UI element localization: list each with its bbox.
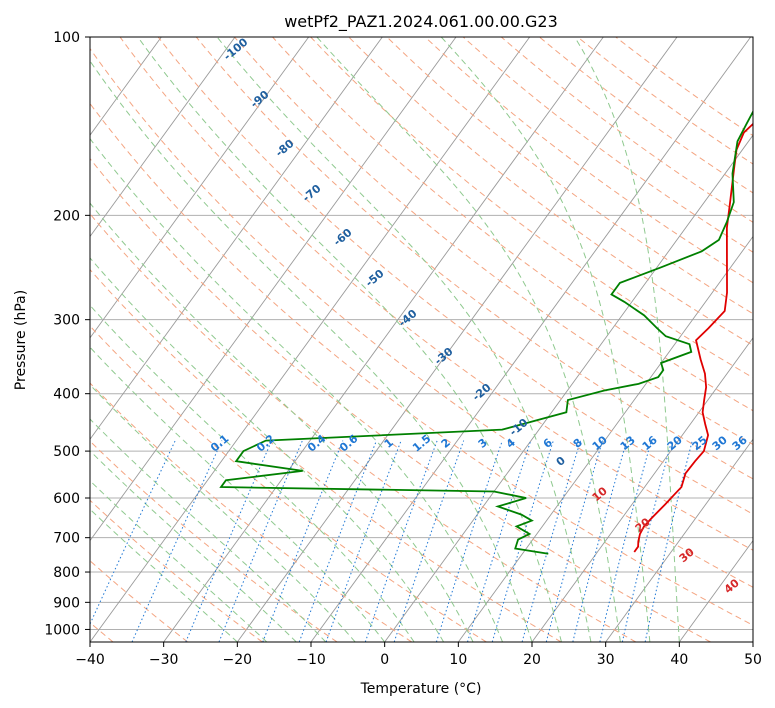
plot-frame bbox=[89, 36, 754, 643]
y-tick-label: 100 bbox=[53, 30, 80, 46]
profile-series bbox=[219, 109, 753, 555]
x-tick-label: −40 bbox=[75, 652, 105, 668]
x-tick-label: 30 bbox=[597, 652, 615, 668]
isotherm-line bbox=[384, 134, 753, 642]
dry-adiabat-line bbox=[386, 37, 753, 315]
dewpoint-line bbox=[219, 109, 753, 555]
moist-adiabat-line bbox=[137, 37, 562, 642]
moist-adiabat-line bbox=[440, 37, 651, 642]
isotherm-line bbox=[236, 37, 678, 642]
plot-area bbox=[90, 37, 753, 642]
mixing-ratio-line bbox=[599, 440, 652, 642]
moist-adiabat-line bbox=[90, 202, 474, 642]
x-axis-ticks: −40 −30 −20 −10 0 10 20 30 40 50 bbox=[75, 642, 762, 668]
x-tick-label: 40 bbox=[670, 652, 688, 668]
moist-adiabat-line bbox=[216, 37, 592, 642]
y-tick-label: 400 bbox=[53, 387, 80, 403]
y-tick-label: 600 bbox=[53, 491, 80, 507]
isotherm-line bbox=[531, 337, 753, 642]
y-tick-label: 800 bbox=[53, 565, 80, 581]
mixing-ratio-line bbox=[467, 440, 532, 642]
y-tick-label: 300 bbox=[53, 313, 80, 329]
mixing-ratio-line bbox=[435, 440, 503, 642]
y-tick-label: 500 bbox=[53, 444, 80, 460]
x-tick-label: −10 bbox=[296, 652, 326, 668]
moist-adiabat-line bbox=[90, 346, 386, 642]
moist-adiabat-line bbox=[90, 450, 297, 642]
chart-title: wetPf2_PAZ1.2024.061.00.00.G23 bbox=[284, 12, 558, 32]
mixing-ratio-line bbox=[545, 440, 604, 642]
y-axis-ticks: 100 200 300 400 500 600 700 800 900 1000 bbox=[44, 30, 90, 638]
mixing-ratio-line bbox=[491, 440, 554, 642]
mixing-ratio-line bbox=[621, 440, 673, 642]
dry-adiabat-line bbox=[234, 37, 753, 445]
isotherm-line bbox=[605, 438, 753, 642]
moist-adiabat-line bbox=[90, 60, 533, 642]
moist-adiabat-line bbox=[574, 37, 680, 642]
isotherm-line bbox=[163, 37, 604, 642]
dry-adiabat-line bbox=[424, 37, 753, 284]
dry-adiabat-line bbox=[90, 47, 753, 588]
y-tick-label: 1000 bbox=[44, 622, 80, 638]
isotherm-line bbox=[90, 37, 531, 642]
mixing-ratio-line bbox=[364, 440, 438, 642]
dry-adiabat-line bbox=[90, 102, 753, 626]
moist-adiabat-line bbox=[90, 508, 238, 642]
dry-adiabat-line bbox=[195, 37, 753, 480]
mixing-ratio-line bbox=[325, 440, 402, 642]
x-tick-label: 10 bbox=[449, 652, 467, 668]
mixing-ratio-lines bbox=[90, 440, 693, 642]
x-tick-label: 50 bbox=[744, 652, 762, 668]
y-tick-label: 200 bbox=[53, 208, 80, 224]
x-axis-title: Temperature (°C) bbox=[360, 681, 482, 697]
isotherm-line bbox=[90, 37, 457, 542]
x-tick-label: 0 bbox=[380, 652, 389, 668]
isotherms bbox=[90, 37, 753, 642]
mixing-ratio-line bbox=[131, 440, 223, 642]
dry-adiabat-line bbox=[90, 440, 338, 642]
mixing-ratio-line bbox=[572, 440, 628, 642]
x-tick-label: −20 bbox=[223, 652, 253, 668]
isotherm-line bbox=[90, 37, 383, 441]
isotherm-line bbox=[90, 37, 310, 339]
x-tick-label: −30 bbox=[149, 652, 179, 668]
dry-adiabat-line bbox=[90, 268, 562, 642]
dry-adiabat-line bbox=[119, 37, 753, 551]
dry-adiabat-line bbox=[272, 37, 753, 412]
x-tick-label: 20 bbox=[523, 652, 541, 668]
moist-adiabat-line bbox=[90, 480, 268, 642]
dry-adiabat-line bbox=[90, 157, 711, 642]
isotherm-line bbox=[310, 37, 752, 642]
mixing-ratio-line bbox=[644, 440, 693, 642]
y-axis-title: Pressure (hPa) bbox=[13, 290, 29, 390]
mixing-ratio-line bbox=[521, 440, 582, 642]
isotherm-line bbox=[90, 37, 236, 238]
dry-adiabat-line bbox=[90, 213, 637, 642]
moist-adiabat-line bbox=[90, 304, 415, 642]
moist-adiabat-line bbox=[90, 384, 356, 642]
y-tick-label: 900 bbox=[53, 595, 80, 611]
y-tick-label: 700 bbox=[53, 531, 80, 547]
moist-adiabats bbox=[90, 37, 680, 642]
moist-adiabat-line bbox=[90, 137, 503, 642]
dry-adiabat-line bbox=[157, 37, 753, 515]
moist-adiabat-line bbox=[90, 257, 445, 642]
moist-adiabat-line bbox=[316, 37, 621, 642]
